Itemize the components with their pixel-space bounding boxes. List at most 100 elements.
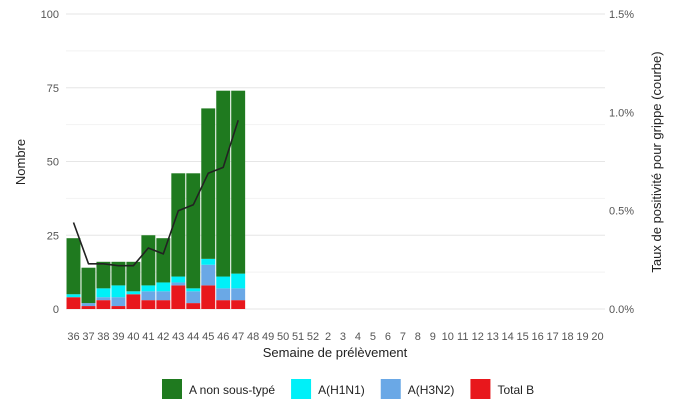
bar-segment bbox=[216, 276, 231, 289]
bar-segment bbox=[81, 303, 96, 307]
y2-axis-title: Taux de positivité pour grippe (courbe) bbox=[649, 51, 664, 272]
x-tick-label: 37 bbox=[82, 331, 94, 343]
x-tick-label: 51 bbox=[292, 331, 304, 343]
x-tick-label: 40 bbox=[127, 331, 139, 343]
bar-segment bbox=[96, 261, 111, 289]
x-tick-label: 17 bbox=[546, 331, 558, 343]
bar-segment bbox=[96, 297, 111, 301]
x-tick-label: 36 bbox=[67, 331, 79, 343]
bar-segment bbox=[186, 173, 201, 289]
bar-segment bbox=[66, 238, 81, 295]
x-tick-label: 15 bbox=[517, 331, 529, 343]
bar-segment bbox=[156, 282, 171, 292]
legend-key bbox=[162, 379, 182, 399]
bar-segment bbox=[81, 267, 96, 304]
x-tick-label: 2 bbox=[325, 331, 331, 343]
bar-segment bbox=[81, 306, 96, 309]
x-tick-label: 6 bbox=[385, 331, 391, 343]
bar-segment bbox=[201, 285, 216, 309]
bar-segment bbox=[186, 288, 201, 292]
bar-segment bbox=[231, 90, 246, 274]
bar-segment bbox=[111, 297, 126, 307]
bar-segment bbox=[111, 306, 126, 309]
x-tick-label: 19 bbox=[576, 331, 588, 343]
bar-segment bbox=[66, 297, 81, 309]
bar-segment bbox=[156, 291, 171, 301]
legend-label: Total B bbox=[497, 383, 534, 397]
x-tick-label: 39 bbox=[112, 331, 124, 343]
legend-label: A non sous-typé bbox=[189, 383, 275, 397]
left-axis-ticks: 0 25 50 75 100 bbox=[41, 9, 59, 316]
bar-segment bbox=[156, 238, 171, 283]
x-tick-label: 44 bbox=[187, 331, 199, 343]
right-axis-ticks: 0.0% 0.5% 1.0% 1.5% bbox=[609, 9, 634, 316]
x-tick-label: 12 bbox=[472, 331, 484, 343]
bar-segment bbox=[126, 291, 141, 295]
x-tick-label: 47 bbox=[232, 331, 244, 343]
bar-segment bbox=[231, 300, 246, 309]
legend-key bbox=[291, 379, 312, 399]
bar-segment bbox=[231, 273, 246, 289]
bar-segment bbox=[171, 282, 186, 286]
bar-segment bbox=[201, 108, 216, 259]
x-tick-label: 7 bbox=[400, 331, 406, 343]
legend-key bbox=[380, 379, 401, 399]
x-tick-label: 11 bbox=[457, 331, 468, 343]
legend-label: A(H1N1) bbox=[318, 383, 365, 397]
y2-tick-label: 0.0% bbox=[609, 304, 634, 316]
x-tick-label: 46 bbox=[217, 331, 229, 343]
legend-label: A(H3N2) bbox=[408, 383, 455, 397]
legend-key bbox=[470, 379, 491, 399]
y2-tick-label: 1.0% bbox=[609, 107, 634, 119]
y-tick-label: 75 bbox=[47, 83, 59, 95]
positivity-line-layer bbox=[72, 119, 239, 267]
x-tick-label: 14 bbox=[502, 331, 514, 343]
bar-segment bbox=[156, 300, 171, 309]
bar-segment bbox=[126, 294, 141, 309]
x-tick-label: 38 bbox=[97, 331, 109, 343]
bar-segment bbox=[231, 288, 246, 301]
y-axis-title: Nombre bbox=[13, 139, 28, 185]
x-tick-label: 5 bbox=[370, 331, 376, 343]
y-tick-label: 25 bbox=[47, 230, 59, 242]
legend: A non sous-typé A(H1N1) A(H3N2) Total B bbox=[162, 379, 534, 399]
x-tick-label: 18 bbox=[561, 331, 573, 343]
y2-tick-label: 0.5% bbox=[609, 206, 634, 218]
bar-segment bbox=[216, 90, 231, 277]
bar-segment bbox=[201, 258, 216, 265]
x-tick-label: 43 bbox=[172, 331, 184, 343]
bar-segment bbox=[171, 276, 186, 283]
bar-segment bbox=[141, 285, 156, 292]
y-tick-label: 50 bbox=[47, 157, 59, 169]
grid-lines bbox=[66, 13, 605, 310]
x-tick-label: 50 bbox=[277, 331, 289, 343]
bar-segment bbox=[216, 300, 231, 309]
bar-segment bbox=[171, 173, 186, 277]
bar-segment bbox=[141, 300, 156, 309]
bar-segment bbox=[186, 291, 201, 304]
x-axis-ticks: 36 37 38 39 40 41 42 43 44 45 46 47 48 49 50 51 52 2 3 4 5 6 7… bbox=[67, 331, 603, 343]
x-axis-title: Semaine de prélèvement bbox=[263, 345, 408, 360]
x-tick-label: 41 bbox=[142, 331, 154, 343]
x-tick-label: 42 bbox=[157, 331, 169, 343]
x-tick-label: 10 bbox=[442, 331, 454, 343]
y-tick-label: 100 bbox=[41, 9, 59, 21]
bar-segment bbox=[111, 285, 126, 298]
y2-tick-label: 1.5% bbox=[609, 9, 634, 21]
bar-segment bbox=[141, 291, 156, 301]
x-tick-label: 3 bbox=[340, 331, 346, 343]
positivity-line bbox=[72, 119, 239, 267]
x-tick-label: 20 bbox=[591, 331, 603, 343]
bar-segment bbox=[201, 264, 216, 286]
bar-segment bbox=[126, 261, 141, 292]
bar-segment bbox=[141, 235, 156, 286]
x-tick-label: 52 bbox=[307, 331, 319, 343]
x-tick-label: 4 bbox=[355, 331, 361, 343]
y-tick-label: 0 bbox=[53, 304, 59, 316]
bar-segment bbox=[96, 288, 111, 298]
bar-segment bbox=[186, 303, 201, 309]
bars-layer bbox=[66, 90, 246, 309]
bar-segment bbox=[96, 300, 111, 309]
x-tick-label: 8 bbox=[415, 331, 421, 343]
